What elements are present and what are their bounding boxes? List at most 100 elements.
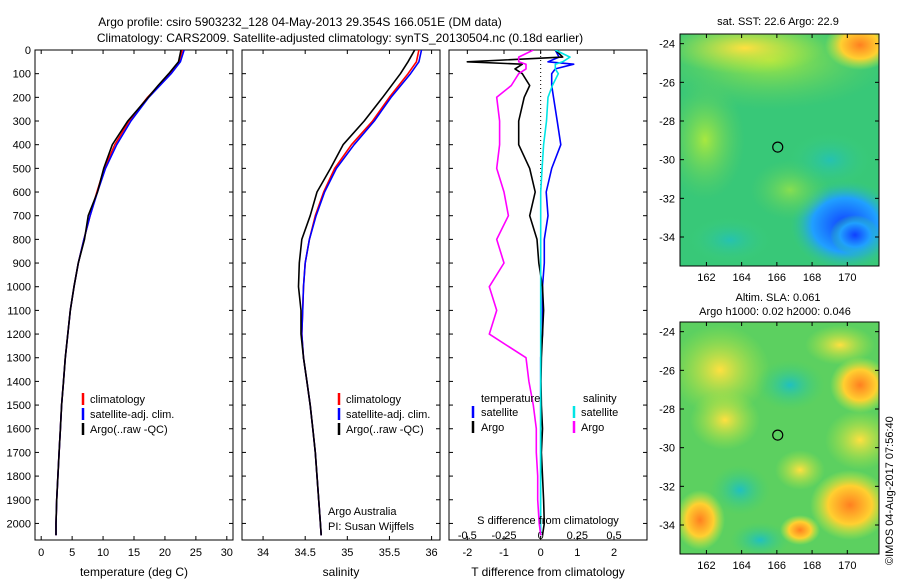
figure-title-line1: Argo profile: csiro 5903232_128 04-May-2…	[98, 15, 502, 29]
depth-tick-label: 500	[13, 163, 31, 175]
depth-tick-label: 1800	[7, 471, 31, 483]
map-y-tick-label: -30	[659, 443, 675, 455]
sla-map-title-line1: Altim. SLA: 0.061	[736, 292, 821, 304]
map-x-tick-label: 168	[803, 560, 821, 572]
depth-tick-label: 1500	[7, 400, 31, 412]
salinity-axes-box	[241, 49, 441, 541]
difference-axes-box	[448, 49, 648, 541]
series-line-satellite-adj-clim-	[55, 50, 185, 536]
depth-axis: 0 100 200 300 400 500 600 700 800 900 1000 1100 1200…	[7, 45, 647, 530]
map-x-tick-label: 164	[732, 272, 750, 284]
map-y-tick-label: -32	[659, 481, 675, 493]
map-y-tick-label: -34	[659, 232, 675, 244]
salinity-legend: climatology satellite-adj. clim. Argo(..…	[337, 393, 430, 436]
sst-map-axes: 162 164 166 168 170 -24 -26 -28 -30 -32 -34	[659, 34, 879, 284]
legend-label-satellite: satellite-adj. clim.	[90, 409, 174, 421]
sst-map-frame	[679, 33, 880, 267]
x-tick-label: 20	[159, 547, 171, 559]
series-line-climatology	[300, 50, 420, 536]
depth-tick-label: 1200	[7, 329, 31, 341]
sla-map-axes: 162 164 166 168 170 -24 -26 -28 -30 -32 -34	[659, 322, 879, 572]
sst-map-title: sat. SST: 22.6 Argo: 22.9	[717, 16, 839, 28]
depth-tick-label: 1000	[7, 282, 31, 294]
imos-watermark: ©IMOS 04-Aug-2017 07:56:40	[884, 416, 896, 565]
depth-tick-label: 1900	[7, 495, 31, 507]
legend-label-argo: Argo(..raw -QC)	[90, 424, 168, 436]
x-tick-label: -2	[462, 547, 472, 559]
sla-map-panel: Altim. SLA: 0.061 Argo h1000: 0.02 h2000…	[659, 292, 880, 572]
x-tick-label: 0	[38, 547, 44, 559]
argo-position-marker	[772, 141, 784, 153]
depth-tick-label: 1100	[7, 305, 31, 317]
map-y-tick-label: -28	[659, 116, 675, 128]
salinity-xlabel: salinity	[323, 565, 360, 579]
map-x-tick-label: 170	[838, 560, 856, 572]
legend-label-t-argo: Argo	[481, 422, 504, 434]
map-y-tick-label: -26	[659, 365, 675, 377]
temperature-axes-box	[34, 49, 234, 541]
x-tick-label: 1	[574, 547, 580, 559]
map-y-tick-label: -30	[659, 155, 675, 167]
x-tick-label: -0.5	[458, 530, 477, 542]
s-difference-label: S difference from climatology	[477, 515, 619, 527]
argo-position-marker	[772, 429, 784, 441]
x-tick-label: 36	[425, 547, 437, 559]
depth-tick-label: 2000	[7, 518, 31, 530]
depth-tick-label: 600	[13, 187, 31, 199]
temperature-panel: 0100200300400500600700800900100011001200…	[7, 45, 647, 579]
map-x-tick-label: 166	[768, 272, 786, 284]
x-tick-label: 0	[538, 547, 544, 559]
depth-tick-label: 400	[13, 140, 31, 152]
x-tick-label: 15	[128, 547, 140, 559]
series-line-argo-raw-qc-	[297, 50, 416, 536]
series-line-salinity-satellite	[539, 50, 571, 536]
salinity-x-axis: 34 34.5 35 35.5 36	[257, 50, 438, 559]
x-tick-label: 35	[341, 547, 353, 559]
series-line-salinity-argo	[488, 50, 542, 536]
x-tick-label: 0.25	[567, 530, 588, 542]
map-y-tick-label: -28	[659, 404, 675, 416]
map-x-tick-label: 168	[803, 272, 821, 284]
x-tick-label: 10	[97, 547, 109, 559]
depth-tick-label: 1300	[7, 353, 31, 365]
x-tick-label: 34.5	[294, 547, 315, 559]
depth-tick-label: 700	[13, 211, 31, 223]
depth-tick-label: 900	[13, 258, 31, 270]
legend-label-argo: Argo(..raw -QC)	[346, 424, 424, 436]
difference-legend: temperature satellite Argo salinity sate…	[471, 393, 618, 434]
map-x-tick-label: 164	[732, 560, 750, 572]
x-tick-label: -0.25	[491, 530, 516, 542]
temperature-legend: climatology satellite-adj. clim. Argo(..…	[81, 393, 174, 436]
depth-tick-label: 300	[13, 116, 31, 128]
figure-title-line2: Climatology: CARS2009. Satellite-adjuste…	[97, 31, 583, 45]
depth-tick-label: 0	[25, 45, 31, 57]
map-y-tick-label: -24	[659, 327, 675, 339]
series-line-temperature-argo	[466, 50, 564, 536]
sla-map-title-line2: Argo h1000: 0.02 h2000: 0.046	[699, 306, 851, 318]
temperature-xlabel: temperature (deg C)	[80, 565, 188, 579]
salinity-panel: 34 34.5 35 35.5 36 salinity climatology sate…	[241, 49, 441, 579]
map-x-tick-label: 162	[697, 560, 715, 572]
legend-label-climatology: climatology	[346, 394, 402, 406]
x-tick-label: 30	[221, 547, 233, 559]
depth-tick-label: 1600	[7, 424, 31, 436]
t-difference-label: T difference from climatology	[471, 565, 625, 579]
depth-tick-label: 1400	[7, 376, 31, 388]
legend-label-t-satellite: satellite	[481, 407, 518, 419]
pi-annotation: PI: Susan Wijffels	[328, 521, 414, 533]
x-tick-label: -1	[499, 547, 509, 559]
map-x-tick-label: 170	[838, 272, 856, 284]
map-x-tick-label: 162	[697, 272, 715, 284]
series-line-climatology	[55, 50, 184, 536]
x-tick-label: 0	[538, 530, 544, 542]
x-tick-label: 34	[257, 547, 269, 559]
x-tick-label: 35.5	[379, 547, 400, 559]
map-y-tick-label: -24	[659, 39, 675, 51]
depth-tick-label: 100	[13, 69, 31, 81]
map-y-tick-label: -32	[659, 193, 675, 205]
sst-field	[680, 34, 879, 266]
temperature-x-axis: 0 5 10 15 20 25 30	[38, 50, 233, 559]
sst-map-panel: sat. SST: 22.6 Argo: 22.9 162 164 166 168 17…	[659, 16, 880, 284]
x-tick-label: 25	[190, 547, 202, 559]
